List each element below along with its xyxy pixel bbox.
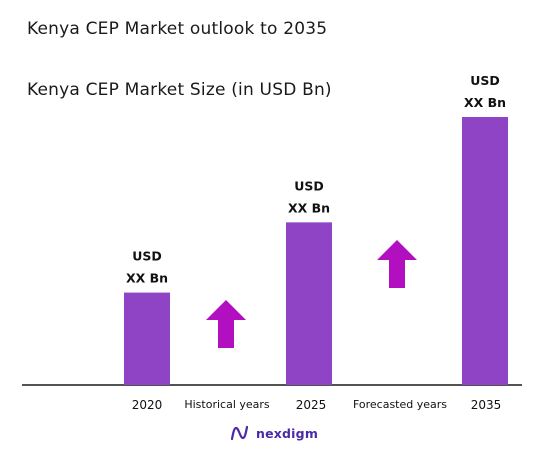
data-label-2025-line-1: USD	[294, 178, 324, 193]
growth-arrow-forecast-icon	[377, 240, 417, 288]
bar-2035	[462, 117, 508, 385]
tick-label-2025: 2025	[296, 398, 327, 412]
brand-logo: nexdigm	[230, 424, 318, 442]
period-label-1: Historical years	[184, 398, 270, 411]
period-label-2: Forecasted years	[353, 398, 447, 411]
chart-subtitle: Kenya CEP Market Size (in USD Bn)	[27, 80, 332, 100]
data-label-2035-line-2: XX Bn	[464, 95, 506, 110]
data-label-2020-line-2: XX Bn	[126, 271, 168, 286]
nexdigm-logo-icon	[230, 425, 249, 441]
brand-name: nexdigm	[256, 425, 319, 441]
tick-label-2035: 2035	[471, 398, 502, 412]
tick-label-2020: 2020	[132, 398, 163, 412]
bar-2020	[124, 292, 170, 385]
page-title: Kenya CEP Market outlook to 2035	[27, 19, 328, 39]
growth-arrow-historical-icon	[206, 300, 246, 348]
data-label-2025-line-2: XX Bn	[288, 200, 330, 215]
bar-2025	[286, 222, 332, 385]
data-label-2020-line-1: USD	[132, 249, 162, 264]
data-label-2035-line-1: USD	[470, 73, 500, 88]
